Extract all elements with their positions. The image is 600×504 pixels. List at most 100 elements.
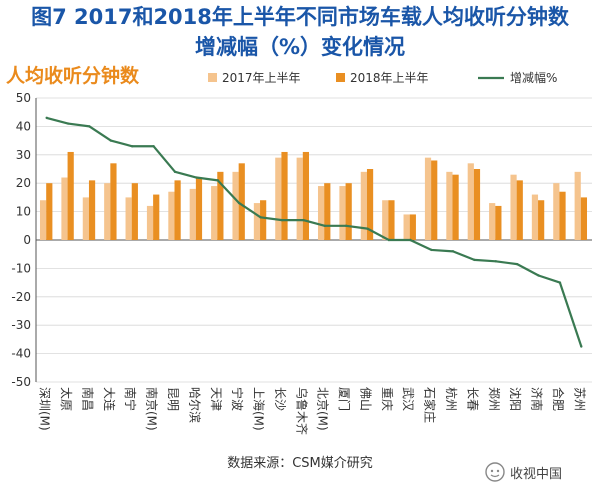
x-tick-label: 南京(M) (145, 387, 160, 431)
y-tick-label: 30 (16, 148, 31, 162)
y-tick-label: 10 (16, 205, 31, 219)
bar-2018 (281, 151, 288, 240)
bar-2017 (574, 171, 581, 240)
chart-title: 图7 2017和2018年上半年不同市场车载人均收听分钟数 增减幅（%）变化情况 (0, 2, 600, 62)
y-tick-label: 20 (16, 176, 31, 190)
chart-subtitle: 人均收听分钟数 (6, 64, 140, 87)
x-tick-label: 南宁 (123, 387, 138, 411)
x-tick-label: 南昌 (80, 387, 95, 411)
x-tick-label: 哈尔滨 (187, 387, 202, 423)
bar-2018 (538, 200, 545, 240)
data-source: 数据来源：CSM媒介研究 (227, 456, 373, 471)
bar-2017 (489, 203, 496, 240)
x-tick-label: 北京(M) (316, 387, 330, 431)
x-tick-label: 天津 (209, 387, 223, 411)
bar-2017 (403, 214, 410, 240)
bar-2018 (46, 183, 53, 240)
bar-2017 (317, 186, 325, 240)
x-tick-label: 郑州 (487, 387, 502, 411)
x-tick-label: 佛山 (358, 387, 372, 411)
bar-2017 (510, 174, 517, 240)
y-tick-label: -20 (11, 290, 31, 304)
bar-2017 (232, 171, 239, 240)
y-tick-label: -30 (11, 318, 31, 332)
x-tick-label: 合肥 (551, 387, 566, 411)
title-line-1: 图7 2017和2018年上半年不同市场车载人均收听分钟数 (31, 5, 569, 29)
bar-2018 (302, 151, 310, 240)
change-point (259, 216, 262, 219)
chart: 人均收听分钟数 2017年上半年 2018年上半年 增减幅% 50 40 30 20 10 0 -1… (6, 64, 592, 435)
bar-2017 (553, 183, 560, 240)
bar-2017 (296, 157, 303, 240)
change-point (302, 218, 305, 222)
legend-label-0: 2017年上半年 (222, 71, 301, 85)
bar-2018 (431, 160, 438, 240)
bar-2017 (467, 163, 474, 240)
bar-2018 (452, 174, 459, 240)
y-tick-label: -10 (11, 261, 31, 275)
x-tick-label: 乌鲁木齐 (294, 387, 309, 435)
x-tick-label: 太原 (59, 387, 74, 411)
bar-2017 (446, 171, 453, 240)
title-line-2: 增减幅（%）变化情况 (194, 35, 406, 59)
change-point (558, 281, 562, 284)
change-point (387, 238, 391, 242)
bar-2018 (153, 194, 160, 240)
y-tick-label: 40 (16, 119, 31, 133)
bar-2018 (88, 180, 96, 240)
change-point (366, 227, 369, 230)
bar-2018 (217, 171, 224, 240)
change-point (131, 145, 134, 148)
change-point (494, 260, 497, 263)
x-tick-label: 昆明 (166, 387, 180, 411)
x-tick-label: 武汉 (401, 387, 415, 411)
change-point (430, 248, 433, 252)
x-tick-label: 深圳(M) (38, 387, 52, 431)
bar-2018 (174, 180, 181, 240)
y-tick-label: -50 (11, 375, 31, 389)
change-point (409, 238, 412, 242)
change-point (473, 258, 476, 262)
bar-2017 (39, 200, 47, 240)
watermark: 收视中国 (485, 462, 562, 482)
bar-2017 (424, 157, 432, 240)
change-point (152, 145, 155, 148)
bar-2017 (253, 203, 261, 240)
bar-2018 (131, 183, 138, 240)
bar-2017 (382, 200, 389, 240)
bar-2018 (238, 163, 245, 240)
change-line (46, 116, 583, 347)
bar-2017 (275, 157, 282, 240)
y-tick-label: 50 (16, 91, 31, 105)
legend-label-2: 增减幅% (510, 70, 557, 85)
bar-2018 (110, 163, 117, 240)
bar-2018 (67, 151, 74, 240)
bar-2017 (360, 171, 367, 240)
x-tick-label: 厦门 (337, 387, 352, 411)
change-point (109, 139, 113, 142)
change-point (216, 179, 219, 182)
bar-2017 (104, 183, 111, 240)
change-point (237, 201, 241, 205)
x-tick-label: 宁波 (230, 387, 245, 411)
legend-label-1: 2018年上半年 (350, 71, 429, 85)
bar-2018 (516, 180, 523, 240)
bar-2017 (339, 186, 346, 240)
watermark-text: 收视中国 (510, 466, 563, 482)
bar-2018 (324, 183, 331, 240)
bar-2017 (61, 177, 68, 240)
wechat-icon (485, 462, 505, 482)
change-point (323, 224, 326, 227)
y-tick-label: -40 (11, 347, 31, 361)
change-point (173, 170, 177, 174)
bar-2018 (409, 214, 416, 240)
change-point (344, 224, 348, 227)
bar-2018 (495, 205, 502, 240)
bar-2017 (82, 197, 89, 240)
bar-2017 (146, 205, 154, 240)
change-point (451, 250, 455, 253)
x-tick-label: 长沙 (273, 387, 287, 411)
x-tick-label: 杭州 (444, 387, 459, 411)
bar-2018 (559, 191, 566, 240)
y-tick-label: 0 (23, 233, 31, 247)
